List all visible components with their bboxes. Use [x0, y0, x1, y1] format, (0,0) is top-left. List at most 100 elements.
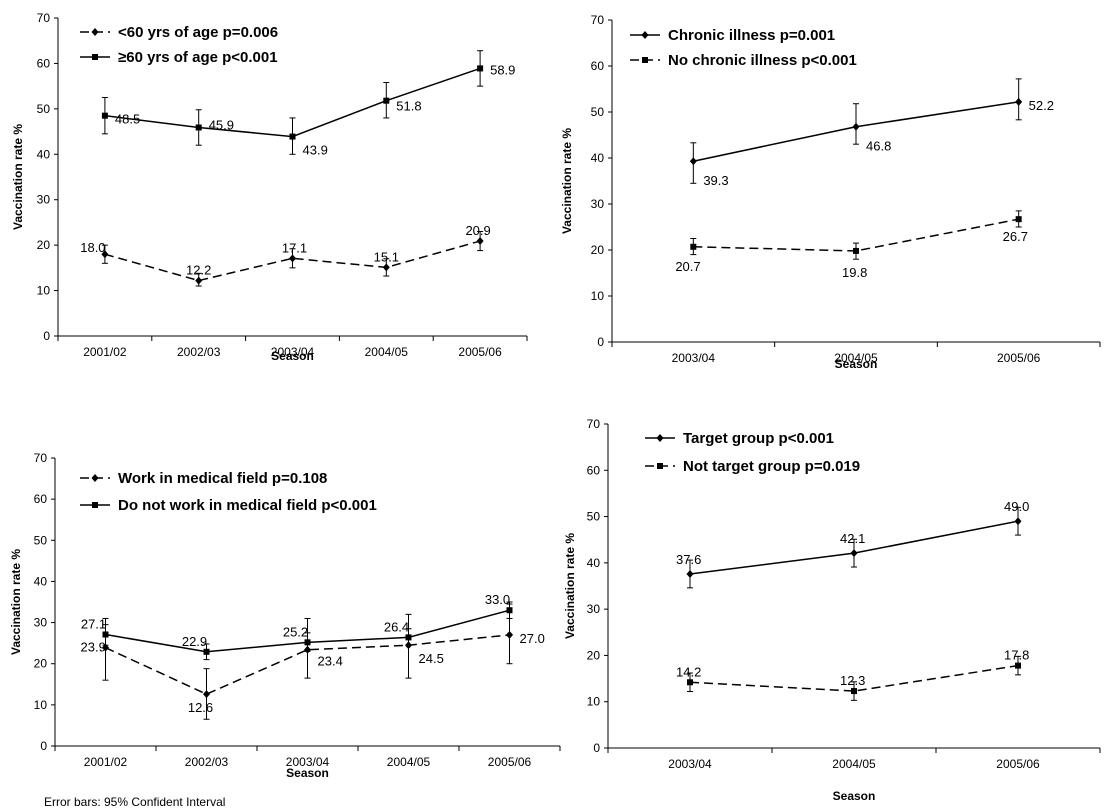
data-point: [289, 133, 296, 140]
x-tick-label: 2005/06: [997, 351, 1041, 365]
x-tick-label: 2003/04: [672, 351, 716, 365]
data-point: [1015, 662, 1021, 669]
data-point: [506, 607, 513, 614]
y-tick-label: 60: [587, 463, 601, 477]
series-line: [689, 664, 1019, 692]
x-tick-label: 2005/06: [458, 345, 502, 359]
series-line: [105, 634, 510, 695]
data-label: 20.9: [465, 223, 490, 238]
y-tick-label: 70: [587, 417, 601, 431]
footnote: Error bars: 95% Confident Interval: [44, 795, 225, 809]
y-tick-label: 20: [587, 648, 601, 662]
data-point: [506, 630, 513, 639]
chart-target-group: 0 10 20 30 40 50 60 70 2003/04 2004/05 2005/06 Seas…: [563, 417, 1101, 803]
data-label: 58.9: [490, 62, 515, 77]
data-point: [203, 690, 210, 699]
x-axis-title: Season: [271, 349, 314, 363]
y-tick-label: 10: [37, 284, 51, 298]
x-tick-label: 2004/05: [365, 345, 409, 359]
data-label: 26.7: [1003, 229, 1028, 244]
legend-label: Work in medical field p=0.108: [118, 470, 327, 487]
data-label: 20.7: [675, 259, 700, 274]
legend-label: Do not work in medical field p<0.001: [118, 497, 377, 514]
data-label: 39.3: [703, 173, 728, 188]
data-point: [851, 688, 857, 695]
legend-marker: [91, 474, 99, 482]
y-axis-title: Vaccination rate %: [563, 533, 577, 639]
x-tick-label: 2005/06: [996, 757, 1040, 771]
data-label: 25.2: [283, 624, 308, 639]
y-tick-label: 70: [591, 13, 605, 27]
x-tick-label: 2003/04: [286, 755, 330, 769]
x-tick-label: 2001/02: [83, 345, 127, 359]
data-point: [382, 263, 390, 272]
x-axis-title: Season: [286, 766, 329, 780]
y-tick-label: 40: [34, 574, 48, 588]
data-label: 12.2: [186, 263, 211, 278]
legend-label: Chronic illness p=0.001: [668, 27, 835, 44]
y-tick-label: 10: [591, 289, 605, 303]
data-point: [850, 549, 858, 558]
y-tick-label: 30: [591, 197, 605, 211]
legend-label: Not target group p=0.019: [683, 458, 860, 475]
chart-medical-field: 0 10 20 30 40 50 60 70 2001/02 2002/03 2003/04 2004…: [9, 451, 561, 780]
data-point: [476, 237, 484, 246]
legend-label: <60 yrs of age p=0.006: [118, 24, 278, 41]
data-label: 14.2: [676, 664, 701, 679]
data-point: [690, 243, 697, 250]
chart-chronic-illness: 0 10 20 30 40 50 60 70 2003/04 2004/05 2005/06 Seas…: [560, 13, 1101, 371]
y-tick-label: 60: [34, 492, 48, 506]
data-label: 48.5: [115, 112, 140, 127]
legend-label: Target group p<0.001: [683, 430, 834, 447]
y-tick-label: 60: [37, 56, 51, 70]
data-point: [289, 254, 296, 263]
data-label: 46.8: [866, 139, 891, 154]
legend-marker: [657, 463, 663, 469]
data-point: [195, 124, 202, 131]
data-label: 49.0: [1004, 499, 1029, 514]
data-point: [195, 276, 203, 285]
legend-marker: [642, 57, 648, 63]
data-label: 22.9: [182, 634, 207, 649]
data-label: 19.8: [842, 265, 867, 280]
x-tick-label: 2004/05: [832, 757, 876, 771]
y-tick-label: 0: [597, 335, 604, 349]
data-label: 12.6: [188, 700, 213, 715]
data-point: [1015, 216, 1022, 223]
x-axis-title: Season: [835, 357, 878, 371]
y-tick-label: 40: [591, 151, 605, 165]
x-tick-label: 2003/04: [271, 345, 315, 359]
data-label: 52.2: [1029, 98, 1054, 113]
legend-label: No chronic illness p<0.001: [668, 52, 857, 69]
y-tick-label: 0: [593, 741, 600, 755]
data-point: [689, 157, 697, 166]
y-axis-title: Vaccination rate %: [560, 128, 574, 234]
data-label: 27.0: [520, 631, 545, 646]
data-point: [852, 122, 860, 131]
data-label: 27.1: [81, 617, 106, 632]
x-tick-label: 2004/05: [387, 755, 431, 769]
data-point: [102, 631, 109, 638]
legend-marker: [656, 434, 664, 442]
x-tick-label: 2002/03: [177, 345, 221, 359]
legend-marker: [92, 502, 98, 508]
legend-marker: [91, 28, 99, 36]
x-axis-title: Season: [833, 789, 876, 803]
data-label: 12.3: [840, 673, 865, 688]
x-tick-label: 2004/05: [834, 351, 878, 365]
data-label: 17.1: [282, 240, 307, 255]
data-label: 17.8: [1004, 648, 1029, 663]
y-tick-label: 70: [34, 451, 48, 465]
y-axis-title: Vaccination rate %: [11, 124, 25, 230]
y-tick-label: 20: [37, 238, 51, 252]
data-label: 26.4: [384, 619, 409, 634]
y-tick-label: 30: [587, 602, 601, 616]
y-tick-label: 30: [37, 193, 51, 207]
data-point: [853, 247, 859, 254]
chart-age: 0 10 20 30 40 50 60 70 2001/02 2002/03 2003/04 2004…: [11, 11, 528, 363]
data-point: [686, 569, 694, 578]
data-point: [101, 250, 109, 259]
y-tick-label: 40: [587, 556, 601, 570]
y-tick-label: 0: [40, 739, 47, 753]
